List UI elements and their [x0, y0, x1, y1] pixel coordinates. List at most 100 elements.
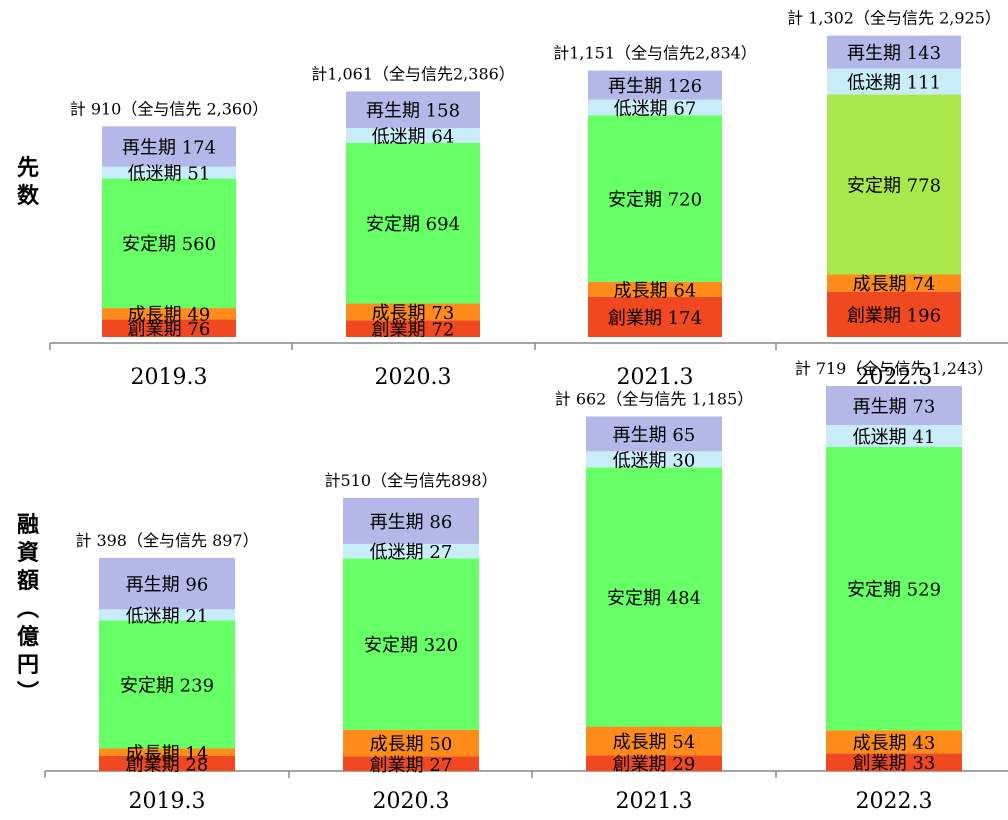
top-category-label: 2021.3: [617, 365, 694, 390]
bottom-bar-segment: [586, 451, 722, 468]
top-total-label: 計 910（全与信先 2,360）: [70, 99, 269, 118]
top-total-label: 計1,151（全与信先2,834）: [553, 44, 757, 63]
top-data-label: 低迷期 64: [372, 126, 455, 147]
top-data-label: 成長期 49: [128, 305, 211, 326]
bottom-bar-segment: [343, 729, 479, 757]
top-data-label: 創業期 76: [128, 319, 211, 340]
bottom-category-label: 2022.3: [856, 789, 933, 814]
bottom-data-label: 創業期 28: [126, 755, 209, 776]
top-data-label: 成長期 64: [614, 280, 697, 301]
top-bar-segment: [827, 94, 961, 275]
top-data-label: 安定期 694: [366, 214, 460, 235]
bottom-data-label: 安定期 320: [364, 635, 458, 656]
bottom-data-label: 創業期 27: [370, 755, 453, 776]
bottom-data-label: 再生期 73: [853, 397, 936, 418]
top-data-label: 再生期 143: [847, 43, 941, 64]
bottom-total-label: 計 662（全与信先 1,185）: [555, 389, 754, 408]
bottom-bar-segment: [826, 385, 962, 426]
bottom-bar-segment: [826, 447, 962, 731]
bottom-data-label: 低迷期 30: [613, 450, 696, 471]
bottom-bar-segment: [99, 557, 235, 610]
bottom-data-label: 安定期 529: [847, 580, 941, 601]
bottom-chart-ylabel: 融資額 ︵ 億円 ︶: [16, 513, 39, 706]
top-data-label: 成長期 74: [853, 274, 936, 295]
bottom-category-label: 2021.3: [616, 789, 693, 814]
bottom-bar-segment: [586, 755, 722, 771]
top-data-label: 低迷期 67: [614, 98, 697, 119]
top-data-label: 再生期 158: [366, 101, 460, 122]
bottom-category-label: 2019.3: [129, 789, 206, 814]
top-data-label: 安定期 560: [122, 234, 216, 255]
top-total-label: 計1,061（全与信先2,386）: [311, 64, 515, 83]
top-data-label: 再生期 174: [122, 137, 216, 158]
top-bar-segment: [102, 178, 236, 309]
top-data-label: 成長期 73: [372, 303, 455, 324]
bottom-bar-segment: [99, 620, 235, 749]
top-data-label: 創業期 196: [847, 305, 941, 326]
top-bar-segment: [588, 99, 722, 116]
bottom-data-label: 低迷期 41: [853, 427, 936, 448]
bottom-total-label: 計 398（全与信先 897）: [75, 531, 258, 550]
top-category-label: 2022.3: [856, 365, 933, 390]
top-bar-segment: [102, 166, 236, 179]
bottom-data-label: 安定期 484: [607, 588, 701, 609]
bottom-data-label: 低迷期 21: [126, 606, 209, 627]
top-chart-ylabel: 先数: [16, 156, 39, 209]
bottom-data-label: 再生期 86: [370, 512, 453, 533]
top-bar-segment: [588, 115, 722, 282]
bottom-bar-segment: [99, 609, 235, 621]
bottom-data-label: 創業期 29: [613, 754, 696, 775]
bottom-bar-segment: [343, 543, 479, 559]
top-category-label: 2020.3: [375, 365, 452, 390]
top-bar-segment: [588, 296, 722, 337]
top-bar-segment: [827, 68, 961, 95]
bottom-data-label: 再生期 65: [613, 425, 696, 446]
top-data-label: 低迷期 111: [847, 73, 941, 94]
bottom-bar-segment: [586, 467, 722, 727]
bottom-bar-segment: [586, 726, 722, 756]
top-bar-segment: [588, 70, 722, 100]
top-bar-segment: [102, 319, 236, 337]
top-bar-segment: [588, 281, 722, 297]
top-bar-segment: [346, 142, 480, 304]
bottom-category-label: 2020.3: [373, 789, 450, 814]
top-data-label: 安定期 778: [847, 175, 941, 196]
top-data-label: 安定期 720: [608, 190, 702, 211]
bottom-bar-segment: [343, 497, 479, 544]
top-bar-segment: [102, 308, 236, 320]
bottom-data-label: 安定期 239: [120, 676, 214, 697]
top-bar-segment: [346, 320, 480, 337]
top-bar-segment: [102, 126, 236, 167]
top-bar-segment: [827, 274, 961, 292]
bottom-bar-segment: [99, 748, 235, 757]
bottom-data-label: 成長期 14: [126, 743, 209, 764]
bottom-data-label: 成長期 54: [613, 732, 696, 753]
top-category-label: 2019.3: [131, 365, 208, 390]
top-bar-segment: [346, 127, 480, 143]
top-bar-segment: [827, 291, 961, 337]
top-data-label: 創業期 174: [608, 308, 702, 329]
top-total-label: 計 1,302（全与信先 2,925）: [787, 9, 1001, 28]
bottom-data-label: 再生期 96: [126, 575, 209, 596]
bottom-data-label: 低迷期 27: [370, 542, 453, 563]
top-bar-segment: [346, 91, 480, 128]
bottom-bar-segment: [99, 756, 235, 771]
top-bar-segment: [346, 303, 480, 321]
top-data-label: 創業期 72: [372, 320, 455, 341]
top-data-label: 低迷期 51: [128, 164, 211, 185]
top-bar-segment: [827, 35, 961, 69]
bottom-bar-segment: [343, 756, 479, 771]
bottom-bar-segment: [586, 416, 722, 452]
bottom-total-label: 計 719（全与信先 1,243）: [795, 359, 994, 378]
bottom-bar-segment: [343, 558, 479, 730]
bottom-bar-segment: [826, 753, 962, 771]
top-data-label: 再生期 126: [608, 76, 702, 97]
bottom-data-label: 成長期 43: [853, 733, 936, 754]
bottom-data-label: 創業期 33: [853, 753, 936, 774]
bottom-bar-segment: [826, 425, 962, 448]
bottom-bar-segment: [826, 730, 962, 754]
bottom-total-label: 計510（全与信先898）: [324, 471, 497, 490]
bottom-data-label: 成長期 50: [370, 734, 453, 755]
